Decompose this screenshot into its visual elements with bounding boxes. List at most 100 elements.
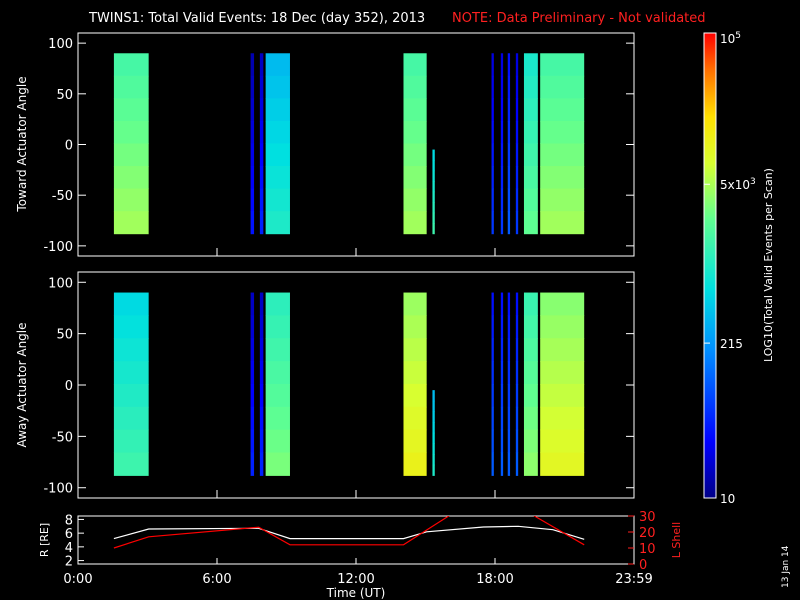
away-block-7-2 xyxy=(500,338,504,362)
away-block-11-3 xyxy=(540,361,585,385)
date-stamp: 13 Jan 14 xyxy=(781,545,791,588)
away-block-2-3 xyxy=(259,361,264,385)
away-block-9-0 xyxy=(515,292,519,316)
toward-block-9-0 xyxy=(515,53,519,77)
toward-block-4-7 xyxy=(403,211,427,235)
away-block-11-2 xyxy=(540,338,585,362)
toward-block-4-6 xyxy=(403,188,427,212)
toward-block-1-5 xyxy=(250,166,255,190)
colorbar-tick-sup-3: 5 xyxy=(735,31,741,41)
away-block-10-4 xyxy=(523,383,538,408)
toward-block-10-4 xyxy=(523,143,538,167)
away-block-6-6 xyxy=(491,429,494,454)
toward-block-8-0 xyxy=(507,53,511,77)
away-block-5-2 xyxy=(432,411,435,423)
toward-heatmap-panel: 100 50 0 -50 -100 xyxy=(43,32,635,257)
toward-block-7-3 xyxy=(500,120,504,144)
away-block-4-7 xyxy=(403,452,427,476)
away-heatmap-panel: 100 50 0 -50 -100 xyxy=(43,271,635,499)
toward-ytick-label-2: 0 xyxy=(65,139,73,154)
away-block-8-0 xyxy=(507,292,511,316)
away-block-6-4 xyxy=(491,383,494,408)
toward-block-5-6 xyxy=(432,212,435,224)
toward-ytick-label-0: 100 xyxy=(48,37,73,52)
away-block-8-3 xyxy=(507,361,511,385)
away-block-1-7 xyxy=(250,452,255,476)
toward-block-9-1 xyxy=(515,75,519,99)
line-series-0 xyxy=(113,525,585,540)
toward-block-0-2 xyxy=(113,98,149,122)
away-block-3-4 xyxy=(265,383,290,408)
toward-ytick-label-3: -50 xyxy=(52,189,73,204)
away-block-1-1 xyxy=(250,315,255,339)
toward-block-6-6 xyxy=(491,188,494,212)
line-series-1 xyxy=(113,516,450,549)
toward-block-11-6 xyxy=(540,188,585,212)
toward-block-1-1 xyxy=(250,75,255,99)
line-series-2 xyxy=(533,516,585,546)
away-block-1-0 xyxy=(250,292,255,316)
toward-block-2-0 xyxy=(259,53,264,77)
toward-block-7-2 xyxy=(500,98,504,122)
toward-block-10-5 xyxy=(523,166,538,190)
toward-block-6-0 xyxy=(491,53,494,77)
toward-block-10-6 xyxy=(523,188,538,212)
toward-block-1-4 xyxy=(250,143,255,167)
away-ylabel: Away Actuator Angle xyxy=(15,322,29,447)
away-block-11-5 xyxy=(540,406,585,431)
toward-block-1-6 xyxy=(250,188,255,212)
toward-block-11-0 xyxy=(540,53,585,77)
toward-block-6-7 xyxy=(491,211,494,235)
away-block-10-2 xyxy=(523,338,538,362)
toward-block-3-1 xyxy=(265,75,290,99)
toward-block-9-7 xyxy=(515,211,519,235)
toward-block-6-1 xyxy=(491,75,494,99)
toward-block-4-0 xyxy=(403,53,427,77)
away-block-4-6 xyxy=(403,429,427,454)
toward-block-6-5 xyxy=(491,166,494,190)
toward-block-9-2 xyxy=(515,98,519,122)
plot-title: TWINS1: Total Valid Events: 18 Dec (day … xyxy=(88,11,425,26)
toward-block-7-0 xyxy=(500,53,504,77)
away-block-6-0 xyxy=(491,292,494,316)
toward-block-3-6 xyxy=(265,188,290,212)
toward-block-1-3 xyxy=(250,120,255,144)
toward-block-11-1 xyxy=(540,75,585,99)
away-block-1-5 xyxy=(250,406,255,431)
away-block-8-2 xyxy=(507,338,511,362)
toward-block-5-5 xyxy=(432,202,435,214)
toward-block-11-7 xyxy=(540,211,585,235)
away-block-3-7 xyxy=(265,452,290,476)
toward-block-4-4 xyxy=(403,143,427,167)
away-block-0-5 xyxy=(113,406,149,431)
away-block-3-3 xyxy=(265,361,290,385)
away-block-11-6 xyxy=(540,429,585,454)
away-block-1-4 xyxy=(250,383,255,408)
toward-block-9-6 xyxy=(515,188,519,212)
toward-block-6-3 xyxy=(491,120,494,144)
preliminary-note: NOTE: Data Preliminary - Not validated xyxy=(452,11,706,26)
away-block-9-4 xyxy=(515,383,519,408)
toward-block-0-1 xyxy=(113,75,149,99)
toward-block-0-6 xyxy=(113,188,149,212)
toward-block-10-7 xyxy=(523,211,538,235)
away-block-7-1 xyxy=(500,315,504,339)
colorbar-tick-sup-2: 3 xyxy=(750,177,756,187)
toward-block-8-4 xyxy=(507,143,511,167)
toward-block-8-1 xyxy=(507,75,511,99)
toward-block-9-5 xyxy=(515,166,519,190)
toward-block-3-0 xyxy=(265,53,290,77)
away-block-3-6 xyxy=(265,429,290,454)
away-block-11-0 xyxy=(540,292,585,316)
away-block-11-4 xyxy=(540,383,585,408)
away-block-10-0 xyxy=(523,292,538,316)
toward-block-2-3 xyxy=(259,120,264,144)
away-block-1-3 xyxy=(250,361,255,385)
toward-block-10-3 xyxy=(523,120,538,144)
away-block-7-0 xyxy=(500,292,504,316)
away-block-0-7 xyxy=(113,452,149,476)
toward-block-3-5 xyxy=(265,166,290,190)
toward-block-11-3 xyxy=(540,120,585,144)
